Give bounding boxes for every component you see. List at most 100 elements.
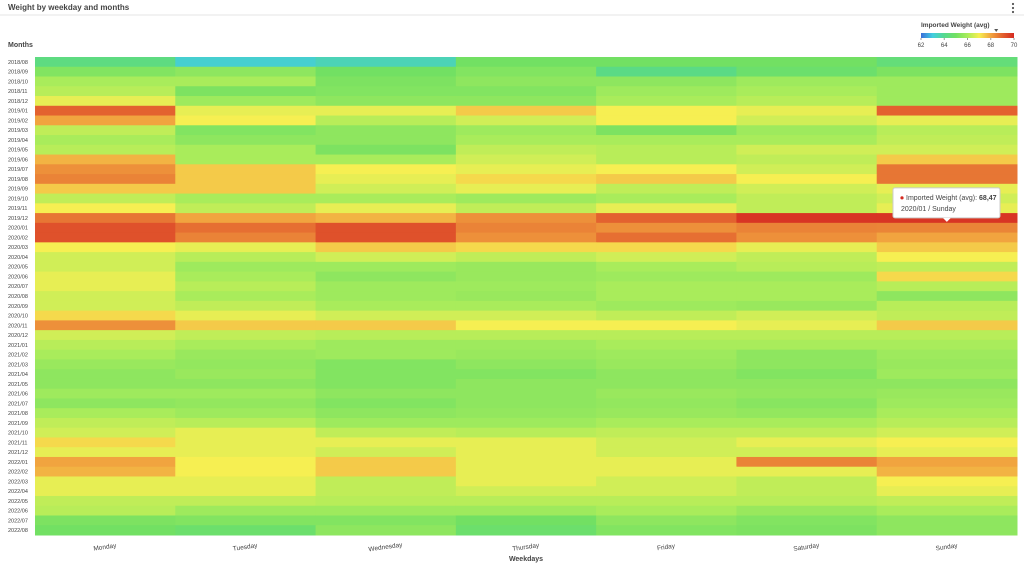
- heatmap-cell: [175, 456, 317, 468]
- x-tick-label: Monday: [93, 542, 118, 552]
- y-tick-label: 2018/12: [8, 99, 28, 105]
- heatmap-cell: [596, 476, 737, 487]
- heatmap-cell: [315, 96, 457, 107]
- heatmap-cell: [315, 164, 457, 175]
- heatmap-cell: [175, 495, 317, 507]
- heatmap-cell: [596, 300, 737, 312]
- heatmap-cell: [175, 330, 317, 341]
- heatmap-cell: [35, 86, 176, 97]
- heatmap-cell: [35, 222, 176, 234]
- heatmap-cell: [455, 437, 597, 448]
- heatmap-cell: [35, 252, 176, 263]
- y-tick-label: 2022/08: [8, 528, 28, 534]
- colorbar-tick-label: 62: [918, 43, 925, 49]
- heatmap-cell: [35, 66, 176, 78]
- y-tick-label: 2019/01: [8, 109, 28, 115]
- heatmap-cell: [315, 437, 457, 448]
- heatmap-cell: [315, 486, 457, 497]
- heatmap-cell: [876, 495, 1018, 507]
- heatmap-cell: [876, 154, 1018, 165]
- y-tick-label: 2019/08: [8, 177, 28, 183]
- heatmap-cell: [736, 57, 878, 68]
- heatmap-cell: [736, 271, 878, 282]
- heatmap-cell: [175, 378, 317, 390]
- heatmap-cell: [455, 486, 597, 497]
- heatmap-cell: [596, 330, 737, 341]
- heatmap-cell: [736, 525, 878, 536]
- y-tick-label: 2022/04: [8, 489, 28, 495]
- heatmap-cell: [35, 76, 176, 87]
- heatmap-cell: [596, 213, 737, 224]
- heatmap-cell: [736, 359, 878, 370]
- heatmap-cell: [315, 505, 457, 516]
- heatmap-cell: [175, 252, 317, 263]
- heatmap-cell: [596, 115, 737, 126]
- heatmap-cell: [175, 486, 317, 497]
- heatmap-cell: [876, 388, 1018, 399]
- y-tick-label: 2019/02: [8, 118, 28, 124]
- heatmap-cell: [455, 495, 597, 507]
- heatmap-cell: [736, 183, 878, 195]
- heatmap-cell: [315, 398, 457, 409]
- heatmap-cell: [175, 466, 317, 477]
- heatmap-cell: [876, 320, 1018, 331]
- heatmap-cell: [736, 281, 878, 292]
- heatmap-cell: [876, 437, 1018, 448]
- y-tick-label: 2018/10: [8, 79, 28, 85]
- colorbar-label: Imported Weight (avg): [921, 22, 990, 29]
- y-tick-label: 2020/03: [8, 245, 28, 251]
- heatmap-cell: [876, 505, 1018, 516]
- heatmap-cell: [876, 174, 1018, 185]
- heatmap-cell: [596, 135, 737, 146]
- heatmap-cell: [315, 369, 457, 380]
- y-tick-label: 2018/09: [8, 70, 28, 76]
- x-tick-label: Wednesday: [368, 542, 404, 554]
- heatmap-cell: [876, 291, 1018, 302]
- heatmap-cell: [175, 300, 317, 312]
- heatmap-cell: [455, 144, 597, 156]
- heatmap-cell: [455, 271, 597, 282]
- heatmap-cell: [736, 330, 878, 341]
- heatmap-cell: [455, 57, 597, 68]
- heatmap-cell: [175, 525, 317, 536]
- heatmap-cell: [596, 388, 737, 399]
- heatmap-cell: [315, 427, 457, 438]
- chart-title: Weight by weekday and months: [8, 3, 130, 12]
- y-tick-label: 2022/07: [8, 518, 28, 524]
- heatmap-cell: [175, 320, 317, 331]
- heatmap-cell: [455, 261, 597, 273]
- heatmap-cell: [596, 261, 737, 273]
- heatmap-cell: [175, 144, 317, 156]
- heatmap-cell: [736, 349, 878, 360]
- menu-button[interactable]: [1011, 2, 1015, 14]
- heatmap-cell: [455, 86, 597, 97]
- heatmap-cell: [175, 232, 317, 243]
- heatmap-cell: [736, 96, 878, 107]
- y-tick-label: 2019/07: [8, 167, 28, 173]
- heatmap-cell: [736, 76, 878, 87]
- heatmap-cell: [175, 164, 317, 175]
- colorbar-marker: [994, 29, 999, 32]
- heatmap-cell: [175, 261, 317, 273]
- heatmap-cell: [596, 96, 737, 107]
- y-tick-label: 2022/05: [8, 499, 28, 505]
- heatmap-cell: [315, 495, 457, 507]
- y-tick-label: 2019/06: [8, 157, 28, 163]
- heatmap-cell: [876, 57, 1018, 68]
- heatmap-cell: [455, 398, 597, 409]
- heatmap-cell: [35, 57, 176, 68]
- heatmap-cell: [455, 96, 597, 107]
- heatmap-cell: [455, 115, 597, 126]
- heatmap-cell: [315, 466, 457, 477]
- heatmap-cell: [175, 57, 317, 68]
- heatmap-cell: [876, 466, 1018, 477]
- heatmap-cell: [35, 427, 176, 438]
- y-tick-label: 2021/10: [8, 431, 28, 437]
- y-tick-label: 2021/09: [8, 421, 28, 427]
- heatmap-cell: [455, 310, 597, 321]
- heatmap-cell: [596, 339, 737, 351]
- heatmap-cell: [455, 388, 597, 399]
- heatmap-cell: [736, 213, 878, 224]
- heatmap-cell: [315, 76, 457, 87]
- heatmap-cell: [736, 427, 878, 438]
